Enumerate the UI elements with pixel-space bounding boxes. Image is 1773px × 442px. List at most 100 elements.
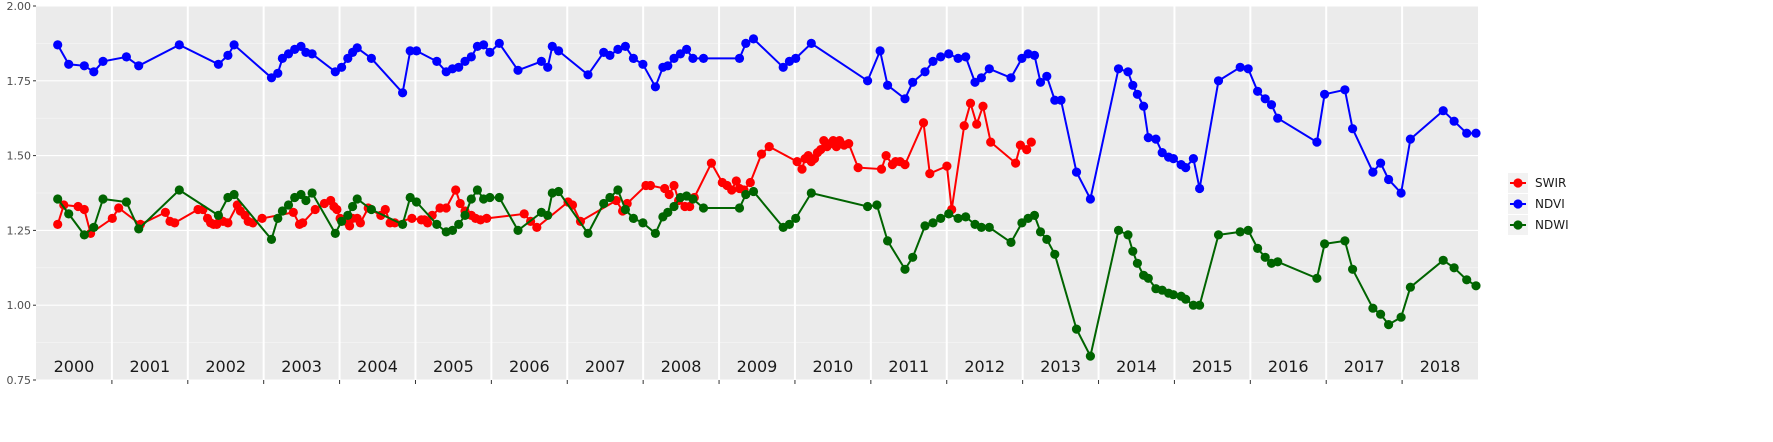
data-point-swir <box>685 201 695 212</box>
data-point-ndwi <box>872 200 882 210</box>
data-point-ndwi <box>1260 252 1270 262</box>
data-point-swir <box>900 160 910 170</box>
data-point-swir <box>1026 137 1036 147</box>
y-tick-label: 1.75 <box>7 75 32 88</box>
data-point-ndvi <box>307 49 317 59</box>
data-point-ndvi <box>1181 163 1191 173</box>
data-point-ndwi <box>734 203 745 213</box>
legend: SWIR NDVI NDWI <box>1508 173 1569 235</box>
data-point-swir <box>223 218 233 228</box>
data-point-ndvi <box>1253 86 1263 96</box>
data-point-ndvi <box>791 53 801 64</box>
data-point-ndvi <box>513 65 523 75</box>
data-point-ndwi <box>1253 243 1263 253</box>
series-layer <box>53 34 1481 361</box>
data-point-swir <box>792 157 802 167</box>
year-label: 2018 <box>1420 357 1461 376</box>
data-point-swir <box>407 213 417 223</box>
year-label: 2009 <box>737 357 778 376</box>
y-tick-label: 0.75 <box>7 374 32 387</box>
data-point-ndwi <box>229 189 239 200</box>
data-point-ndvi <box>748 34 759 44</box>
data-point-swir <box>53 219 63 229</box>
data-point-ndwi <box>53 194 63 204</box>
data-point-ndwi <box>494 192 504 203</box>
data-point-ndwi <box>944 209 954 219</box>
data-point-ndvi <box>1085 194 1095 204</box>
data-point-ndwi <box>283 200 294 210</box>
data-point-swir <box>645 180 656 191</box>
data-point-ndvi <box>53 40 63 50</box>
data-point-swir <box>288 207 298 217</box>
data-point-ndwi <box>1132 258 1142 268</box>
data-point-ndwi <box>961 212 971 222</box>
data-point-ndvi <box>669 53 679 64</box>
data-point-swir <box>745 177 755 188</box>
data-point-ndwi <box>806 188 816 198</box>
legend-label-ndvi: NDVI <box>1535 197 1565 211</box>
data-point-ndwi <box>900 264 910 274</box>
year-label: 2016 <box>1268 357 1309 376</box>
legend-key-ndvi <box>1513 199 1523 209</box>
data-point-ndwi <box>1243 225 1253 235</box>
data-point-ndwi <box>330 228 340 238</box>
data-point-ndvi <box>1128 80 1138 90</box>
data-point-ndwi <box>953 213 963 223</box>
data-point-ndvi <box>928 56 938 66</box>
data-point-ndwi <box>1029 210 1040 220</box>
data-point-ndwi <box>920 221 930 231</box>
data-point-swir <box>756 149 767 159</box>
data-point-ndvi <box>984 64 994 74</box>
data-point-ndwi <box>688 194 698 204</box>
data-point-ndvi <box>98 56 108 66</box>
data-point-ndwi <box>1384 320 1394 330</box>
year-labels: 2000 2001 2002 2003 2004 2005 2006 2007 2008 2009… <box>54 357 1461 376</box>
data-point-swir <box>731 176 741 186</box>
data-point-ndwi <box>583 228 593 238</box>
data-point-ndwi <box>1348 264 1358 274</box>
data-point-ndwi <box>447 225 458 235</box>
data-point-swir <box>942 161 952 171</box>
data-point-ndvi <box>620 41 631 52</box>
data-point-swir <box>441 203 451 213</box>
data-point-ndwi <box>698 203 709 213</box>
data-point-ndvi <box>1029 50 1040 61</box>
data-point-ndwi <box>485 192 495 203</box>
data-point-ndvi <box>121 52 131 62</box>
data-point-ndvi <box>1449 116 1459 126</box>
data-point-ndwi <box>79 230 89 240</box>
data-point-ndvi <box>411 46 422 56</box>
data-point-ndvi <box>1348 124 1358 134</box>
data-point-ndvi <box>479 40 489 50</box>
data-point-ndwi <box>273 213 283 223</box>
data-point-ndvi <box>1462 128 1472 138</box>
data-point-ndvi <box>613 44 623 55</box>
year-label: 2008 <box>661 357 702 376</box>
y-tick-label: 1.50 <box>7 150 32 163</box>
data-point-ndwi <box>1273 257 1283 267</box>
data-point-ndvi <box>583 70 593 80</box>
data-point-ndwi <box>669 201 679 212</box>
data-point-swir <box>669 180 679 191</box>
data-point-ndvi <box>398 88 408 98</box>
data-point-ndwi <box>1320 239 1330 249</box>
data-point-ndvi <box>863 76 873 86</box>
data-point-ndwi <box>628 213 639 223</box>
data-point-ndvi <box>213 59 223 69</box>
data-point-ndvi <box>741 38 751 49</box>
data-point-ndwi <box>543 210 553 220</box>
data-point-ndwi <box>1462 275 1472 285</box>
data-point-ndvi <box>1368 167 1378 177</box>
data-point-ndvi <box>1384 174 1394 185</box>
data-point-ndwi <box>1128 246 1138 256</box>
data-point-ndwi <box>976 222 987 232</box>
data-point-ndvi <box>466 52 476 62</box>
data-point-ndwi <box>613 185 623 195</box>
data-point-ndvi <box>1273 113 1283 123</box>
y-tick-label: 2.00 <box>7 0 32 13</box>
data-point-swir <box>380 204 390 215</box>
axes: 0.75 1.00 1.25 1.50 1.75 2.00 <box>7 0 36 387</box>
data-point-ndvi <box>682 44 692 55</box>
data-point-ndvi <box>1213 76 1224 86</box>
data-point-ndvi <box>1123 67 1133 77</box>
